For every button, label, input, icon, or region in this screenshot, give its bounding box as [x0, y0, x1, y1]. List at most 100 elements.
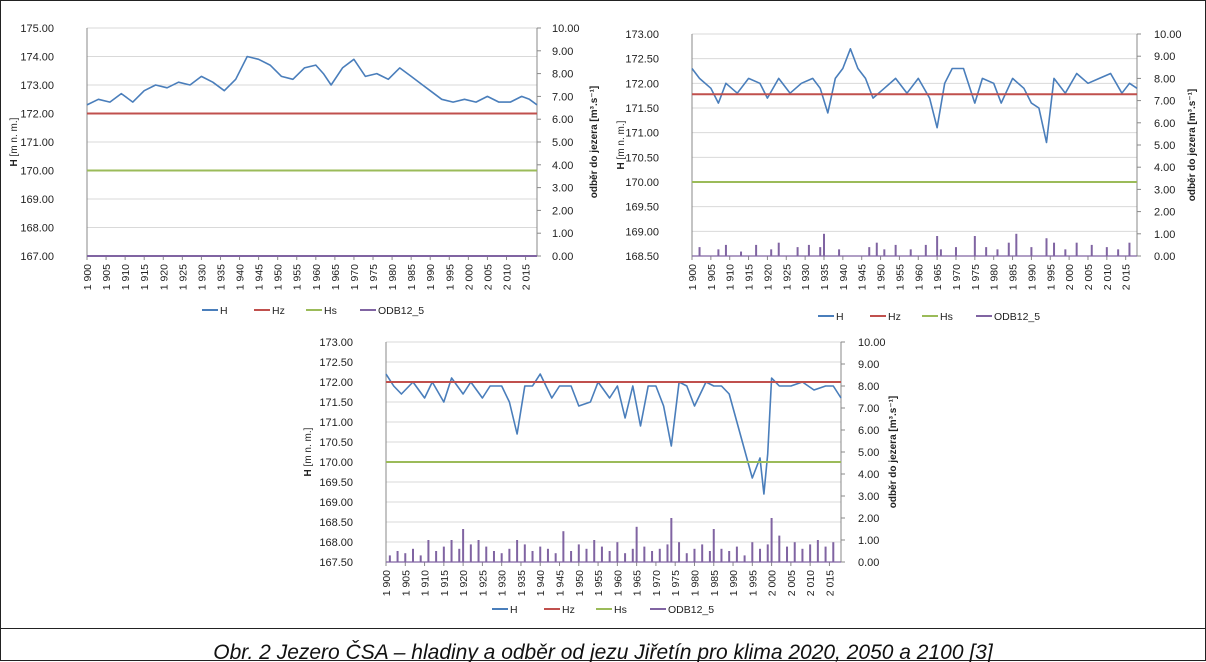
y-tick-label: 171.50	[319, 397, 353, 409]
x-tick-label: 1 925	[177, 264, 189, 290]
x-tick-label: 2 000	[1064, 264, 1076, 290]
y2-tick-label: 9.00	[858, 359, 879, 371]
x-tick-label: 1 935	[516, 570, 528, 596]
y-tick-label: 169.00	[20, 194, 54, 206]
x-tick-label: 1 910	[420, 570, 432, 596]
y2-tick-label: 1.00	[552, 228, 573, 240]
x-tick-label: 1 960	[913, 264, 925, 290]
x-tick-label: 2 010	[501, 264, 513, 290]
x-tick-label: 1 980	[387, 264, 399, 290]
y2-tick-label: 8.00	[552, 69, 573, 81]
x-tick-label: 2 005	[1083, 264, 1095, 290]
x-tick-label: 1 970	[651, 570, 663, 596]
x-tick-label: 1 985	[1008, 264, 1020, 290]
x-tick-label: 2 000	[463, 264, 475, 290]
x-tick-label: 1 960	[311, 264, 323, 290]
x-tick-label: 1 955	[894, 264, 906, 290]
y2-tick-label: 3.00	[1154, 184, 1175, 196]
y-tick-label: 168.00	[20, 223, 54, 235]
x-tick-label: 1 940	[838, 264, 850, 290]
x-tick-label: 1 985	[709, 570, 721, 596]
legend-label-H: H	[836, 311, 844, 323]
legend-label-H: H	[510, 604, 518, 616]
y2-tick-label: 10.00	[552, 23, 580, 35]
x-tick-label: 1 945	[254, 264, 266, 290]
y2-tick-label: 4.00	[1154, 162, 1175, 174]
x-tick-label: 1 980	[989, 264, 1001, 290]
y2-axis-title: odběr do jezera [m³.s⁻¹]	[589, 86, 600, 199]
legend-label-ODB12_5: ODB12_5	[668, 604, 714, 616]
series-H-line	[691, 47, 1138, 144]
x-tick-label: 2 005	[482, 264, 494, 290]
x-tick-label: 1 995	[747, 570, 759, 596]
x-tick-label: 1 900	[82, 264, 94, 290]
y-tick-label: 168.00	[319, 537, 353, 549]
y-tick-label: 172.50	[319, 357, 353, 369]
y2-tick-label: 2.00	[552, 205, 573, 217]
y2-tick-label: 4.00	[552, 160, 573, 172]
x-tick-label: 2 015	[824, 570, 836, 596]
y2-tick-label: 5.00	[1154, 140, 1175, 152]
x-tick-label: 1 975	[670, 570, 682, 596]
x-tick-label: 1 935	[215, 264, 227, 290]
x-tick-label: 1 995	[444, 264, 456, 290]
x-tick-label: 1 920	[458, 570, 470, 596]
y-tick-label: 172.50	[625, 54, 659, 66]
legend-label-Hs: Hs	[940, 311, 953, 323]
x-tick-label: 2 010	[805, 570, 817, 596]
x-tick-label: 1 900	[381, 570, 393, 596]
y2-tick-label: 7.00	[1154, 96, 1175, 108]
x-tick-label: 1 975	[970, 264, 982, 290]
legend-label-H: H	[220, 305, 228, 317]
y-tick-label: 170.50	[625, 152, 659, 164]
y2-tick-label: 2.00	[858, 513, 879, 525]
x-tick-label: 1 955	[292, 264, 304, 290]
x-tick-label: 2 005	[786, 570, 798, 596]
series-H-line	[86, 55, 538, 106]
x-tick-label: 2 000	[767, 570, 779, 596]
x-tick-label: 1 990	[425, 264, 437, 290]
x-tick-label: 1 945	[555, 570, 567, 596]
y-tick-label: 169.00	[319, 497, 353, 509]
y-axis-title: H [m n. m.]	[616, 120, 627, 169]
y-tick-label: 167.50	[319, 557, 353, 569]
x-tick-label: 1 965	[330, 264, 342, 290]
x-tick-label: 1 980	[689, 570, 701, 596]
y2-tick-label: 1.00	[858, 535, 879, 547]
x-tick-label: 1 940	[535, 570, 547, 596]
x-tick-label: 1 945	[857, 264, 869, 290]
x-tick-label: 1 975	[368, 264, 380, 290]
y2-tick-label: 5.00	[552, 137, 573, 149]
y-tick-label: 170.00	[20, 166, 54, 178]
y-tick-label: 175.00	[20, 23, 54, 35]
x-tick-label: 1 930	[800, 264, 812, 290]
x-tick-label: 1 950	[574, 570, 586, 596]
chart-climate-2050: 173.00 172.50 172.00 171.50 171.00 170.50 170.…	[616, 29, 1198, 323]
y2-tick-label: 9.00	[1154, 51, 1175, 63]
y2-tick-label: 0.00	[1154, 251, 1175, 263]
x-tick-label: 1 905	[400, 570, 412, 596]
y2-tick-label: 1.00	[1154, 229, 1175, 241]
y2-tick-label: 6.00	[858, 425, 879, 437]
x-tick-label: 1 935	[819, 264, 831, 290]
x-tick-label: 1 905	[101, 264, 113, 290]
x-tick-label: 1 955	[593, 570, 605, 596]
y-tick-label: 173.00	[625, 29, 659, 41]
y2-tick-label: 3.00	[552, 183, 573, 195]
y-tick-label: 171.00	[20, 137, 54, 149]
legend-label-Hz: Hz	[562, 604, 575, 616]
chart-climate-2100: 173.00 172.50 172.00 171.50 171.00 170.50 170.…	[303, 337, 899, 616]
legend-label-Hz: Hz	[888, 311, 901, 323]
legend-label-Hz: Hz	[272, 305, 285, 317]
y2-tick-label: 6.00	[552, 114, 573, 126]
x-tick-label: 2 010	[1102, 264, 1114, 290]
x-tick-label: 1 930	[196, 264, 208, 290]
y-tick-label: 172.00	[625, 78, 659, 90]
y2-tick-label: 4.00	[858, 469, 879, 481]
y2-tick-label: 9.00	[552, 46, 573, 58]
x-tick-label: 1 950	[273, 264, 285, 290]
x-tick-label: 1 920	[762, 264, 774, 290]
x-tick-label: 1 950	[876, 264, 888, 290]
y2-tick-label: 5.00	[858, 447, 879, 459]
